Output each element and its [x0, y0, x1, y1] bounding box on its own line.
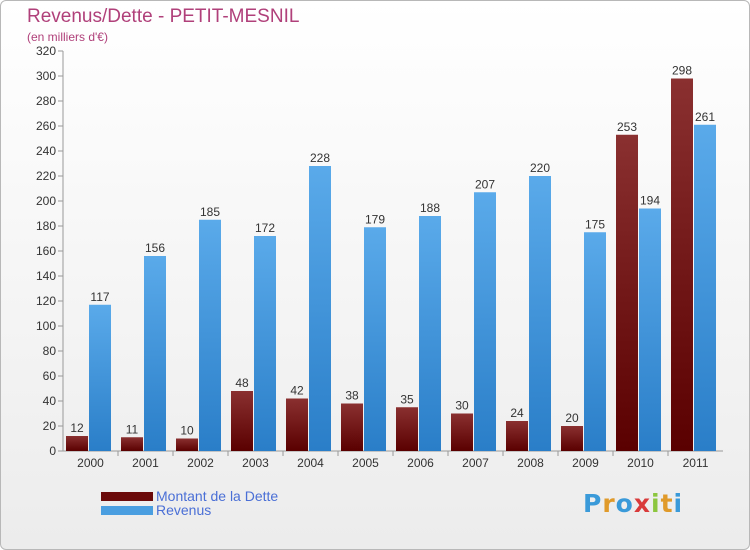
- chart-subtitle: (en milliers d'€): [27, 30, 108, 44]
- chart-title: Revenus/Dette - PETIT-MESNIL: [27, 6, 300, 27]
- bar-revenus: [254, 236, 276, 451]
- value-labels: 12 11 10 48 42 38 35 30 24 20 253 298 117 156 185 172 22…: [70, 64, 715, 438]
- x-tick-label: 2002: [187, 456, 214, 470]
- bar-dette: [396, 407, 418, 451]
- bar-revenus: [474, 192, 496, 451]
- data-label-dette: 298: [672, 64, 692, 78]
- data-label-dette: 35: [400, 392, 414, 406]
- x-tick-label: 2000: [77, 456, 104, 470]
- data-label-revenus: 194: [640, 194, 660, 208]
- data-label-dette: 12: [70, 421, 84, 435]
- bar-dette: [231, 391, 253, 451]
- data-label-revenus: 156: [145, 241, 165, 255]
- logo-letter: P: [583, 489, 603, 518]
- y-tick-label: 260: [36, 119, 56, 133]
- bar-revenus: [584, 232, 606, 451]
- legend-swatch-dette: [101, 492, 153, 501]
- data-label-revenus: 175: [585, 217, 605, 231]
- bars: [66, 78, 716, 451]
- legend-label-dette: Montant de la Dette: [156, 488, 279, 504]
- y-tick-label: 40: [43, 394, 57, 408]
- bar-revenus: [639, 208, 661, 451]
- proxiti-logo: Proxiti: [583, 489, 683, 518]
- x-tick-label: 2008: [517, 456, 544, 470]
- bar-dette: [671, 78, 693, 451]
- axes: 0204060801001201401601802002202402602803…: [36, 44, 723, 470]
- legend-label-revenus: Revenus: [156, 502, 212, 518]
- data-label-revenus: 261: [695, 110, 715, 124]
- bar-revenus: [419, 216, 441, 451]
- y-tick-label: 240: [36, 144, 56, 158]
- x-tick-label: 2009: [572, 456, 599, 470]
- y-tick-label: 220: [36, 169, 56, 183]
- data-label-revenus: 185: [200, 205, 220, 219]
- data-label-dette: 10: [180, 424, 194, 438]
- data-label-revenus: 220: [530, 161, 550, 175]
- y-tick-label: 120: [36, 294, 56, 308]
- y-tick-label: 60: [43, 369, 57, 383]
- data-label-dette: 253: [617, 120, 637, 134]
- logo-letter: o: [615, 489, 634, 518]
- logo-letter: x: [633, 489, 651, 518]
- bar-dette: [176, 438, 198, 451]
- bar-dette: [341, 403, 363, 451]
- y-tick-label: 200: [36, 194, 56, 208]
- bar-dette: [506, 421, 528, 451]
- bar-revenus: [529, 176, 551, 451]
- x-tick-label: 2011: [683, 456, 709, 470]
- data-label-dette: 24: [510, 406, 524, 420]
- data-label-dette: 42: [290, 384, 304, 398]
- data-label-dette: 20: [565, 411, 579, 425]
- x-tick-label: 2004: [297, 456, 324, 470]
- y-tick-label: 160: [36, 244, 56, 258]
- bar-dette: [561, 426, 583, 451]
- data-label-dette: 30: [455, 399, 469, 413]
- bar-revenus: [199, 219, 221, 451]
- logo-letter: i: [651, 489, 661, 518]
- y-tick-label: 180: [36, 219, 56, 233]
- bar-revenus: [364, 227, 386, 451]
- y-tick-label: 300: [36, 69, 56, 83]
- x-tick-label: 2007: [462, 456, 489, 470]
- x-tick-label: 2001: [132, 456, 159, 470]
- bar-revenus: [309, 166, 331, 451]
- bar-dette: [121, 437, 143, 451]
- y-tick-label: 20: [43, 419, 57, 433]
- bar-revenus: [144, 256, 166, 451]
- data-label-revenus: 207: [475, 177, 495, 191]
- y-tick-label: 100: [36, 319, 56, 333]
- y-tick-label: 0: [49, 444, 56, 458]
- bar-dette: [451, 413, 473, 451]
- x-tick-label: 2003: [242, 456, 269, 470]
- data-label-revenus: 179: [365, 212, 385, 226]
- data-label-dette: 11: [126, 422, 139, 436]
- y-tick-label: 140: [36, 269, 56, 283]
- logo-letter: r: [602, 489, 616, 518]
- data-label-revenus: 228: [310, 151, 330, 165]
- bar-revenus: [694, 124, 716, 451]
- x-tick-label: 2005: [352, 456, 379, 470]
- logo-letter: t: [660, 489, 674, 518]
- data-label-revenus: 188: [420, 201, 440, 215]
- data-label-dette: 48: [235, 376, 249, 390]
- bar-dette: [616, 134, 638, 451]
- bar-dette: [66, 436, 88, 451]
- x-tick-label: 2006: [407, 456, 434, 470]
- y-tick-label: 80: [43, 344, 57, 358]
- logo-letter: i: [673, 489, 684, 518]
- data-label-revenus: 117: [90, 290, 109, 304]
- x-tick-label: 2010: [627, 456, 654, 470]
- bar-dette: [286, 398, 308, 451]
- legend-swatch-revenus: [101, 506, 153, 515]
- data-label-revenus: 172: [255, 221, 275, 235]
- y-tick-label: 320: [36, 44, 56, 58]
- data-label-dette: 38: [345, 389, 359, 403]
- bar-revenus: [89, 304, 111, 451]
- y-tick-label: 280: [36, 94, 56, 108]
